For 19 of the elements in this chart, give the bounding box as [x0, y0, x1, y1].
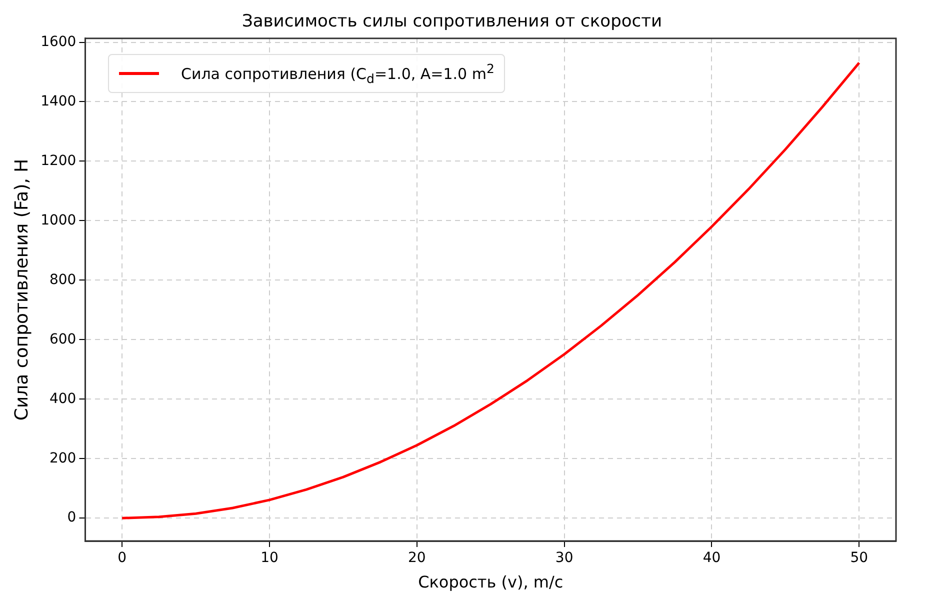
x-tick-label: 20 — [408, 550, 426, 566]
y-tick-label: 600 — [49, 331, 76, 348]
y-axis-title: Сила сопротивления (Fa), Н — [11, 158, 32, 421]
x-tick-label: 30 — [555, 550, 574, 566]
x-tick-label: 50 — [850, 550, 868, 566]
x-tick-label: 40 — [702, 550, 721, 566]
y-tick-label: 1200 — [40, 152, 76, 169]
legend-label: Сила сопротивления (C$_{d}$=1.0, A=1.0 m$^{2}$ — [181, 61, 494, 86]
y-tick-label: 400 — [49, 390, 76, 407]
x-tick-label: 10 — [260, 550, 278, 566]
y-tick-label: 0 — [67, 510, 76, 526]
x-tick-label: 0 — [118, 550, 127, 566]
y-tick-label: 800 — [49, 272, 76, 288]
x-axis-title: Скорость (v), m/c — [418, 572, 564, 592]
y-tick-label: 200 — [49, 450, 76, 466]
y-tick-label: 1600 — [40, 34, 76, 50]
y-tick-label: 1400 — [40, 93, 76, 110]
y-tick-label: 1000 — [40, 212, 76, 228]
chart-title: Зависимость силы сопротивления от скорости — [242, 12, 662, 32]
